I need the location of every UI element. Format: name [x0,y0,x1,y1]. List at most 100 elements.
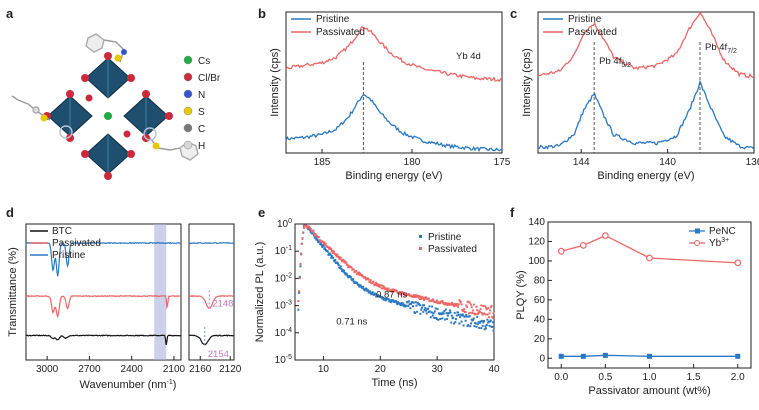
halide-atom [104,52,112,60]
data-point [415,295,418,298]
x-tick-label: 2700 [78,364,101,375]
data-point [646,254,653,262]
data-point [390,290,393,293]
legend-label-yb3-base: Yb [709,238,722,249]
peak-label-0-base: Pb 4f [599,56,622,67]
data-point [470,303,472,306]
data-point [431,305,434,308]
data-point [427,310,430,313]
data-point [448,312,451,315]
data-point [362,275,365,278]
data-point [474,322,477,325]
data-point [401,302,404,305]
x-axis-label-part: -1 [167,379,173,386]
data-point [384,297,387,300]
data-point [434,307,437,310]
data-point [492,312,495,315]
data-point [473,325,476,328]
data-point [464,319,467,322]
y-axis-label: Normalized PL (a.u.) [254,242,266,342]
x-tick-label: 136 [746,157,759,168]
data-point [337,264,340,267]
data-point [407,300,410,303]
x-tick-label: 180 [404,157,421,168]
data-point [475,305,478,308]
data-point [485,327,487,330]
peak-label-0: Pb 4f5/2 [599,56,631,69]
data-point [446,314,449,317]
data-point [376,283,379,286]
legend-label-c: C [198,124,205,135]
cesium-atom [104,112,112,120]
legend-marker-pristine [419,235,422,238]
data-point [367,278,370,281]
data-point [476,323,479,326]
data-point [428,305,431,308]
x-axis-label-part: Wavenumber (nm [80,379,167,391]
data-point [485,324,488,326]
data-point [449,311,452,314]
data-point [412,295,414,298]
series-line-pristine [285,94,503,153]
data-point [395,302,398,305]
series-line-passivated [285,25,503,83]
data-point [457,303,460,306]
legend-marker [695,228,700,234]
x-axis-label: Binding energy (eV) [345,170,442,182]
data-point [374,293,377,296]
data-point [332,256,335,259]
y-tick-label: 60 [534,295,546,306]
y-tick-label-sup: -2 [286,272,292,279]
y-tick-label: 10-1 [275,245,292,257]
data-point [346,274,349,277]
legend-label-passivated: Passivated [52,238,101,249]
legend-marker-s [183,106,193,116]
y-tick-label-sup: -1 [286,245,292,252]
data-point [420,306,423,309]
data-point [455,303,458,305]
ligand-top [85,33,125,63]
data-point [328,252,331,255]
data-point [444,318,447,321]
data-point [462,310,465,313]
data-point [371,282,374,285]
data-point [373,293,376,296]
x-tick-label: 185 [314,157,331,168]
data-point [330,248,333,250]
data-point [423,298,425,301]
data-point [475,325,478,328]
x-tick-label: 140 [659,157,676,168]
data-point [321,245,324,248]
data-point [340,268,343,270]
data-point [480,319,483,322]
data-point [491,321,494,324]
halide-atom [127,150,135,158]
legend-marker-n [183,89,193,99]
x-axis-label: Wavenumber (nm-1) [80,379,177,391]
data-point [443,309,446,312]
data-point [483,312,485,315]
data-point [460,320,463,323]
data-point [435,301,438,304]
data-point [470,322,472,325]
data-point [485,308,488,311]
data-point [341,269,344,272]
data-point [486,313,489,316]
data-point [334,253,337,256]
data-point [490,304,493,307]
data-point [352,280,355,283]
data-point [372,280,375,283]
legend-label-pristine: Pristine [316,14,350,25]
data-point [400,302,403,305]
data-point [446,304,449,307]
data-point [424,307,427,309]
data-point [299,265,302,268]
data-point [484,325,487,328]
data-point [491,326,494,328]
data-point [405,304,408,307]
data-point [487,307,490,310]
inset-x-tick-label: 2160 [189,364,212,375]
data-point [339,265,342,268]
data-point [365,278,367,281]
data-point [444,302,447,304]
